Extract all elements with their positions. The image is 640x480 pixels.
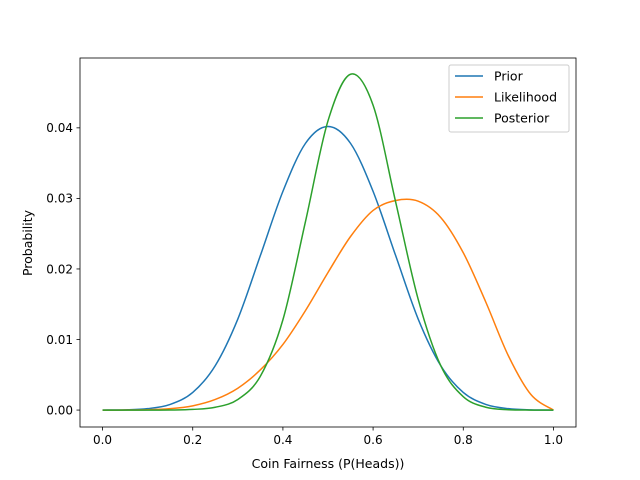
x-axis-label: Coin Fairness (P(Heads))	[252, 456, 405, 471]
x-tick-label: 0.0	[93, 433, 112, 447]
legend-label-likelihood: Likelihood	[494, 90, 557, 105]
x-tick-label: 1.0	[544, 433, 563, 447]
plot-area: 0.0 0.2 0.4 0.6 0.8 1.0 0.00 0.01 0.02 0.03 0.04	[46, 57, 577, 447]
legend-box	[448, 64, 570, 133]
legend-label-posterior: Posterior	[494, 111, 550, 126]
x-tick-label: 0.8	[454, 433, 473, 447]
series-line-posterior	[102, 73, 554, 411]
y-axis-label: Probability	[20, 209, 35, 276]
y-tick-label: 0.03	[46, 192, 73, 206]
y-tick-label: 0.04	[46, 121, 73, 135]
legend-label-prior: Prior	[494, 69, 524, 84]
x-tick-label: 0.6	[364, 433, 383, 447]
x-tick-label: 0.4	[273, 433, 292, 447]
y-tick-label: 0.01	[46, 333, 73, 347]
axes-frame	[79, 57, 577, 428]
series-line-prior	[102, 125, 554, 411]
y-tick-label: 0.00	[46, 403, 73, 417]
legend: Prior Likelihood Posterior	[448, 64, 570, 133]
y-tick-label: 0.02	[46, 262, 73, 276]
series-line-likelihood	[102, 198, 554, 411]
x-tick-label: 0.2	[183, 433, 202, 447]
